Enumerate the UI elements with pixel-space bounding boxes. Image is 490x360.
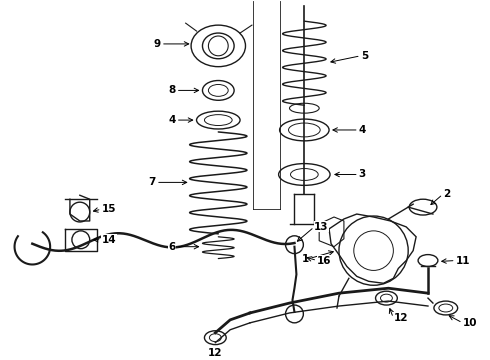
Text: 2: 2 [443, 189, 450, 199]
Text: 15: 15 [101, 204, 116, 214]
Text: 3: 3 [359, 170, 366, 180]
Text: 12: 12 [393, 313, 408, 323]
Text: 1: 1 [302, 253, 309, 264]
Text: 5: 5 [361, 51, 368, 61]
Text: 9: 9 [154, 39, 161, 49]
Text: 4: 4 [359, 125, 366, 135]
Text: 7: 7 [148, 177, 156, 188]
Text: 8: 8 [169, 85, 176, 95]
Text: 14: 14 [101, 235, 116, 245]
Text: 4: 4 [169, 115, 176, 125]
Text: 16: 16 [317, 256, 332, 266]
Text: 12: 12 [208, 347, 222, 357]
Text: 6: 6 [169, 242, 176, 252]
Text: 11: 11 [456, 256, 470, 266]
Text: 10: 10 [463, 318, 477, 328]
Text: 13: 13 [314, 222, 329, 232]
